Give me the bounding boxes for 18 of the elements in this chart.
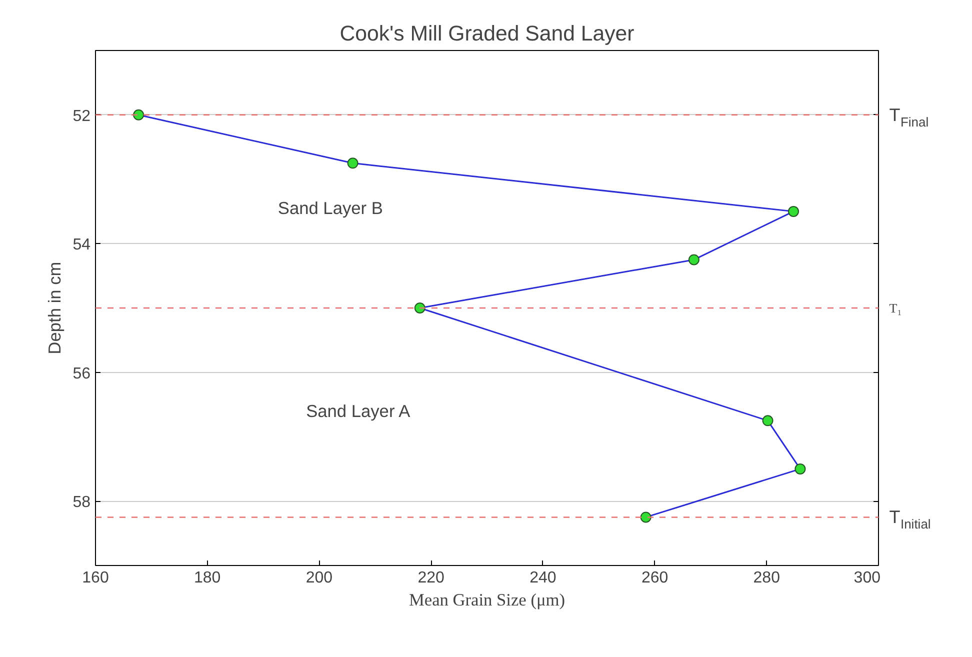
y-tick-label: 58 — [72, 494, 91, 512]
x-tick-label: 240 — [530, 570, 556, 586]
annotation: Sand Layer B — [278, 198, 383, 218]
x-tick-label: 260 — [641, 570, 668, 586]
x-tick-label: 200 — [306, 570, 333, 586]
annotation: Sand Layer A — [306, 401, 411, 421]
x-axis-title: Mean Grain Size (μm) — [408, 590, 566, 610]
y-tick-label: 56 — [72, 365, 91, 382]
chart-title: Cook's Mill Graded Sand Layer — [340, 22, 634, 46]
y-axis-title: Depth in cm — [44, 262, 65, 354]
x-tick-label: 220 — [418, 570, 445, 586]
y-tick-label: 52 — [72, 108, 91, 125]
y-tick-label: 54 — [72, 236, 91, 254]
x-tick-label: 180 — [194, 570, 221, 586]
x-tick-label: 300 — [854, 570, 881, 586]
x-tick-label: 160 — [82, 570, 109, 586]
ref-line-label: T₁ — [889, 300, 902, 316]
x-tick-label: 280 — [753, 570, 780, 586]
